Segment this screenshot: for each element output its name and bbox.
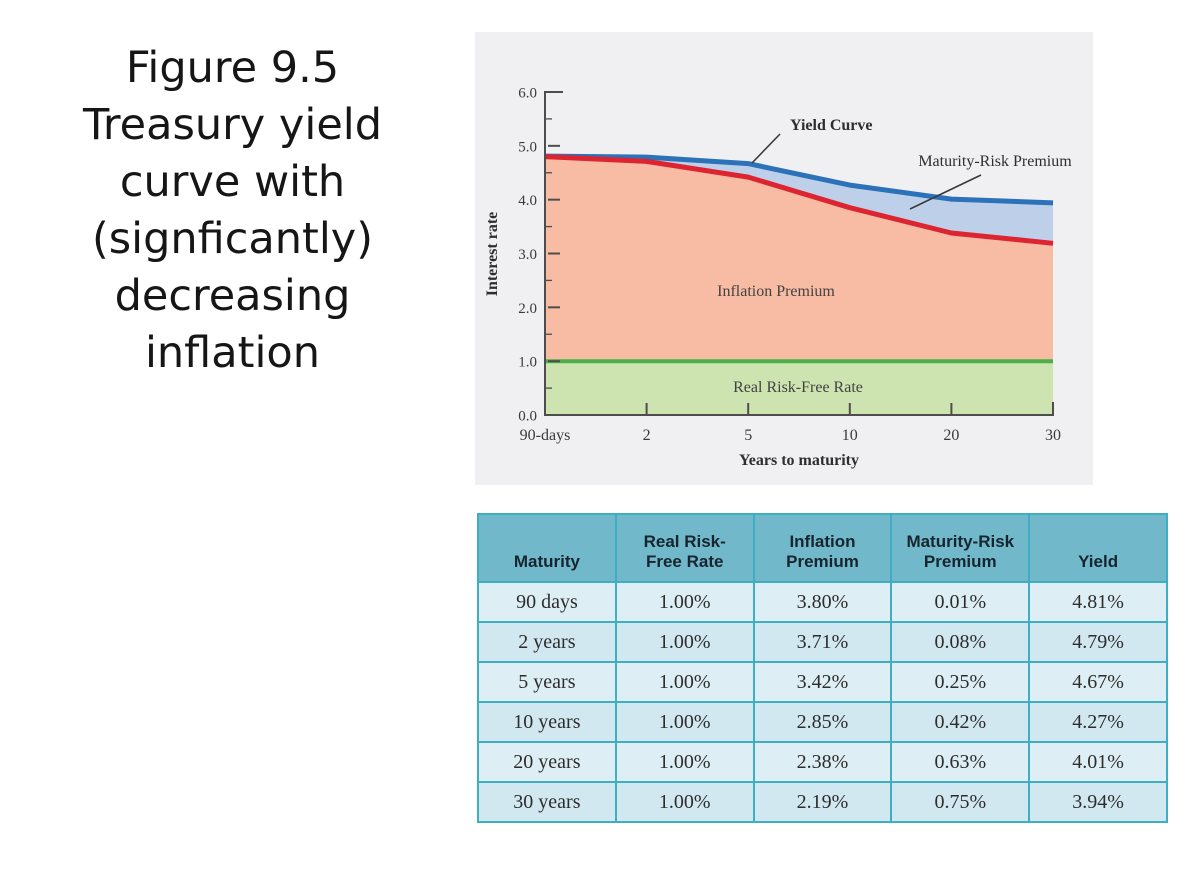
table-cell: 4.81% (1028, 581, 1168, 623)
y-tick-label: 0.0 (518, 409, 537, 425)
table-cell: 1.00% (614, 621, 755, 663)
table-row: 90 days 1.00% 3.80% 0.01% 4.81% (477, 581, 1168, 623)
table-cell: 4.27% (1028, 701, 1168, 743)
x-tick-label: 2 (643, 427, 651, 444)
figure-title-line-3: curve with (119, 157, 346, 207)
table-cell: 4.79% (1028, 621, 1168, 663)
table-cell: 1.00% (614, 701, 755, 743)
y-tick-label: 1.0 (518, 355, 537, 371)
table-cell: 20 years (477, 741, 617, 783)
table-cell: 1.00% (614, 781, 755, 823)
x-tick-label: 5 (744, 427, 752, 444)
y-tick-label: 6.0 (518, 86, 537, 102)
figure-title-line-6: inflation (144, 328, 320, 378)
figure-title: Figure 9.5 Treasury yield curve with (si… (10, 40, 455, 382)
area-label-inflation-premium: Inflation Premium (717, 283, 835, 300)
table-cell: 3.80% (752, 581, 893, 623)
table-header-row: Maturity Real Risk- Free Rate Inflation Pr… (477, 513, 1168, 583)
table-row: 2 years 1.00% 3.71% 0.08% 4.79% (477, 621, 1168, 663)
table-cell: 0.42% (890, 701, 1031, 743)
table-cell: 2.19% (752, 781, 893, 823)
x-tick-label: 10 (842, 427, 858, 444)
table-cell: 2.85% (752, 701, 893, 743)
figure-title-line-2: Treasury yield (82, 100, 383, 150)
table-cell: 3.71% (752, 621, 893, 663)
table-cell: 0.75% (890, 781, 1031, 823)
annotation-yield-curve: Yield Curve (790, 117, 873, 134)
table-cell: 0.01% (890, 581, 1031, 623)
x-axis-title: Years to maturity (739, 452, 859, 469)
table-cell: 2 years (477, 621, 617, 663)
annotation-leader-yield-curve (751, 133, 781, 164)
column-header: Yield (1028, 513, 1168, 583)
table-cell: 4.67% (1028, 661, 1168, 703)
band-2 (545, 361, 1053, 415)
x-tick-label: 30 (1045, 427, 1061, 444)
table-row: 5 years 1.00% 3.42% 0.25% 4.67% (477, 661, 1168, 703)
table-cell: 10 years (477, 701, 617, 743)
x-tick-label: 20 (943, 427, 959, 444)
table-cell: 3.94% (1028, 781, 1168, 823)
yield-curve-chart: 0.0 1.0 2.0 3.0 4.0 5.0 6.0 90-days 2 5 10 20 30 Year… (484, 86, 1072, 470)
y-tick-label: 5.0 (518, 139, 537, 155)
table-cell: 1.00% (614, 741, 755, 783)
figure-title-line-5: decreasing (114, 271, 351, 321)
band-0 (545, 156, 1053, 244)
table-cell: 0.63% (890, 741, 1031, 783)
yield-curve-chart-panel: 0.0 1.0 2.0 3.0 4.0 5.0 6.0 90-days 2 5 10 20 30 Year… (475, 32, 1093, 485)
y-tick-label: 3.0 (518, 247, 537, 263)
annotation-leader-maturity-risk-premium (909, 174, 982, 210)
yield-components-table: Maturity Real Risk- Free Rate Inflation Pr… (477, 513, 1168, 823)
table-cell: 30 years (477, 781, 617, 823)
table-cell: 1.00% (614, 581, 755, 623)
column-header: Maturity-Risk Premium (890, 513, 1031, 583)
area-label-real-risk-free-rate: Real Risk-Free Rate (733, 379, 863, 396)
y-axis-title: Interest rate (484, 212, 501, 297)
table-cell: 0.08% (890, 621, 1031, 663)
table-cell: 90 days (477, 581, 617, 623)
column-header: Real Risk- Free Rate (614, 513, 755, 583)
column-header: Inflation Premium (752, 513, 893, 583)
table-cell: 4.01% (1028, 741, 1168, 783)
table-row: 20 years 1.00% 2.38% 0.63% 4.01% (477, 741, 1168, 783)
axes (544, 91, 1054, 416)
table-row: 10 years 1.00% 2.85% 0.42% 4.27% (477, 701, 1168, 743)
series-line-0 (544, 153, 1054, 206)
table-row: 30 years 1.00% 2.19% 0.75% 3.94% (477, 781, 1168, 823)
figure-title-line-1: Figure 9.5 (125, 43, 340, 93)
y-tick-label: 2.0 (518, 301, 537, 317)
table-cell: 3.42% (752, 661, 893, 703)
table-cell: 5 years (477, 661, 617, 703)
table-cell: 1.00% (614, 661, 755, 703)
y-tick-label: 4.0 (518, 193, 537, 209)
column-header: Maturity (477, 513, 617, 583)
x-tick-label: 90-days (520, 427, 571, 444)
figure-title-line-4: (signficantly) (91, 214, 374, 264)
band-1 (545, 156, 1053, 362)
table-cell: 2.38% (752, 741, 893, 783)
table-cell: 0.25% (890, 661, 1031, 703)
series-line-1 (544, 154, 1054, 246)
annotation-maturity-risk-premium: Maturity-Risk Premium (918, 153, 1072, 170)
